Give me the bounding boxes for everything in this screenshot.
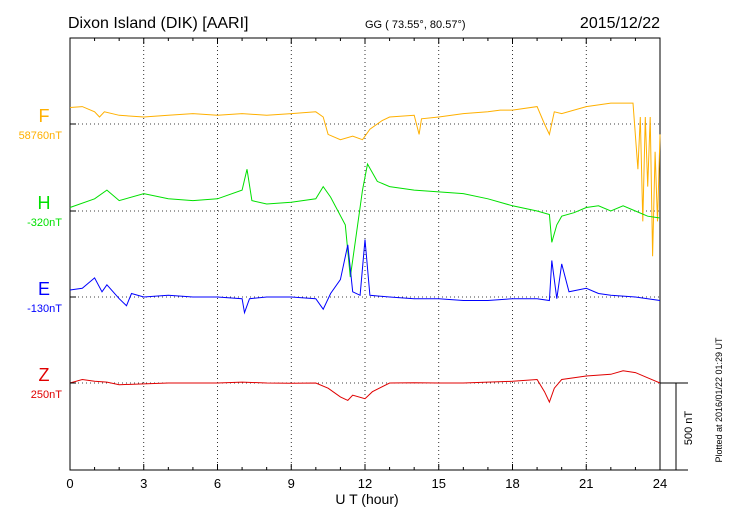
series-line-F bbox=[69, 102, 661, 257]
series-baseline-F: 58760nT bbox=[19, 130, 63, 142]
x-tick-label-15: 15 bbox=[432, 476, 446, 491]
x-axis-label: U T (hour) bbox=[335, 491, 398, 507]
x-tick-label-6: 6 bbox=[214, 476, 221, 491]
x-tick-label-9: 9 bbox=[288, 476, 295, 491]
series-name-F: F bbox=[39, 106, 50, 126]
x-tick-label-21: 21 bbox=[579, 476, 593, 491]
x-tick-label-0: 0 bbox=[66, 476, 73, 491]
series-name-Z: Z bbox=[39, 365, 50, 385]
series-line-H bbox=[69, 162, 661, 278]
x-tick-label-24: 24 bbox=[653, 476, 667, 491]
series-baseline-H: -320nT bbox=[27, 217, 62, 229]
x-tick-label-18: 18 bbox=[505, 476, 519, 491]
scale-bar-label: 500 nT bbox=[683, 411, 695, 446]
x-ticks: 0 3 6 9 12 15 18 21 24 bbox=[66, 38, 667, 491]
series-name-E: E bbox=[38, 279, 50, 299]
grid-lines bbox=[143, 38, 587, 470]
series-line-Z bbox=[69, 370, 661, 404]
series-line-E bbox=[69, 239, 661, 315]
series-name-H: H bbox=[38, 193, 51, 213]
plotted-at-note: Plotted at 2016/01/22 01:29 UT bbox=[714, 337, 724, 463]
x-tick-label-12: 12 bbox=[358, 476, 372, 491]
coordinates-label: GG ( 73.55°, 80.57°) bbox=[365, 19, 466, 31]
date-label: 2015/12/22 bbox=[580, 15, 660, 32]
series-baseline-E: -130nT bbox=[27, 303, 62, 315]
chart-title: Dixon Island (DIK) [AARI] bbox=[68, 15, 249, 32]
series-labels: F 58760nT H -320nT E -130nT Z 250nT bbox=[19, 106, 63, 401]
series-lines bbox=[69, 102, 661, 404]
series-baseline-Z: 250nT bbox=[31, 389, 62, 401]
x-tick-label-3: 3 bbox=[140, 476, 147, 491]
